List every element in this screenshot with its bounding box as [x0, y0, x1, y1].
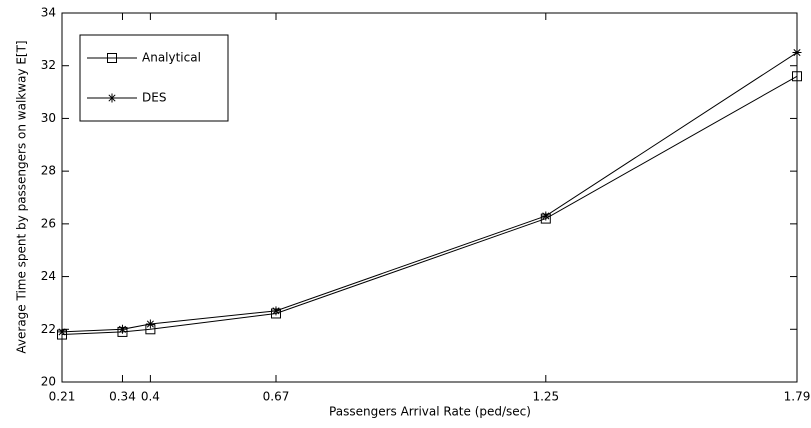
x-tick-label: 0.21	[49, 390, 76, 404]
y-axis-label: Average Time spent by passengers on walk…	[15, 40, 29, 353]
x-axis-label: Passengers Arrival Rate (ped/sec)	[329, 405, 531, 419]
series-line	[61, 52, 798, 333]
legend-label: DES	[142, 91, 166, 105]
y-tick-label: 34	[41, 6, 56, 20]
marker-star	[541, 211, 551, 221]
marker-star	[145, 319, 155, 329]
marker-square	[107, 53, 117, 63]
marker-star	[107, 93, 117, 103]
y-tick-label: 24	[41, 269, 56, 283]
x-tick-label: 0.34	[109, 390, 136, 404]
legend-box	[79, 34, 229, 122]
x-tick-label: 0.67	[263, 390, 290, 404]
x-tick-label: 0.4	[141, 390, 160, 404]
marker-star	[117, 324, 127, 334]
y-tick-label: 26	[41, 216, 56, 230]
marker-square	[792, 71, 802, 82]
x-tick-label: 1.25	[532, 390, 559, 404]
marker-star	[57, 327, 67, 337]
marker-star	[792, 48, 802, 58]
marker-star	[271, 306, 281, 316]
series-line	[61, 75, 798, 336]
y-tick-label: 22	[41, 322, 56, 336]
legend-label: Analytical	[142, 51, 201, 65]
y-tick-label: 30	[41, 111, 56, 125]
y-tick-label: 32	[41, 58, 56, 72]
x-tick-label: 1.79	[784, 390, 811, 404]
y-tick-label: 28	[41, 164, 56, 178]
y-tick-label: 20	[41, 375, 56, 389]
